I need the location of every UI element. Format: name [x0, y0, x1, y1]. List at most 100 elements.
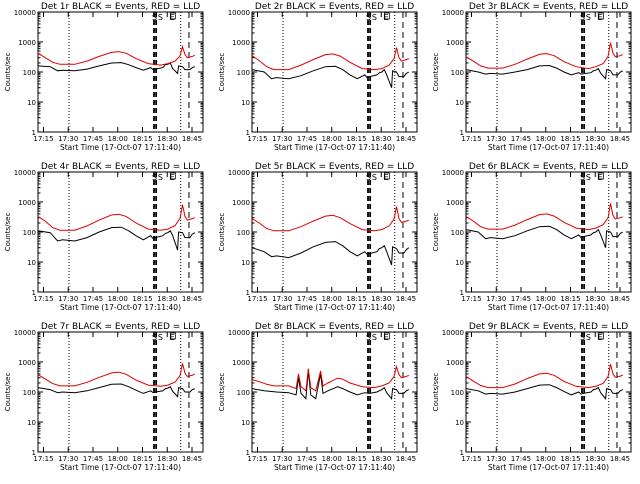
- panel-det-2: Det 2r BLACK = Events, RED = LLD 1 10 100 10…: [218, 2, 418, 152]
- x-tick-label: 17:45: [297, 455, 317, 463]
- event-marker-label: E: [384, 173, 389, 182]
- y-tick-label: 10000: [442, 169, 464, 177]
- series-events-line: [465, 64, 624, 80]
- y-tick-label: 10: [455, 259, 464, 267]
- panel-det-5: Det 5r BLACK = Events, RED = LLD 1 10 100 10…: [218, 162, 418, 312]
- y-tick-label: 10: [27, 419, 36, 427]
- event-marker-label: E: [598, 13, 603, 22]
- event-marker-label: E: [384, 13, 389, 22]
- event-marker-box: [169, 332, 176, 340]
- y-tick-label: 1000: [18, 39, 36, 47]
- x-tick-label: 18:15: [346, 455, 366, 463]
- panel-title: Det 1r BLACK = Events, RED = LLD: [41, 2, 200, 12]
- x-tick-label: 17:30: [58, 455, 78, 463]
- y-tick-label: 1: [246, 129, 250, 137]
- panel-title: Det 6r BLACK = Events, RED = LLD: [469, 162, 628, 172]
- x-tick-label: 18:00: [108, 295, 128, 303]
- x-tick-label: 18:45: [182, 455, 202, 463]
- event-marker-label: S: [586, 333, 591, 342]
- x-tick-label: 18:45: [610, 295, 630, 303]
- series-lld-line: [251, 47, 409, 71]
- event-marker-label: S: [586, 173, 591, 182]
- x-tick-label: 18:15: [560, 295, 580, 303]
- y-tick-label: 1000: [232, 199, 250, 207]
- panel-title: Det 4r BLACK = Events, RED = LLD: [41, 162, 200, 172]
- event-marker-box: [383, 12, 390, 20]
- event-marker-box: [169, 12, 176, 20]
- series-lld-line: [251, 206, 409, 232]
- event-marker-label: S: [372, 333, 377, 342]
- series-lld-line: [465, 363, 624, 389]
- y-tick-label: 10000: [14, 9, 36, 17]
- x-tick-label: 17:15: [247, 135, 267, 143]
- series-lld-line: [251, 364, 410, 392]
- x-tick-label: 17:45: [83, 135, 103, 143]
- x-axis-label: Start Time (17-Oct-07 17:11:40): [488, 463, 609, 472]
- x-tick-label: 17:15: [33, 135, 53, 143]
- x-tick-label: 17:15: [461, 135, 481, 143]
- y-axis-label: Counts/sec: [4, 213, 12, 252]
- series-lld-line: [37, 204, 195, 231]
- event-marker-box: [597, 332, 604, 340]
- y-tick-label: 100: [23, 229, 36, 237]
- x-tick-label: 18:15: [560, 135, 580, 143]
- event-marker-label: S: [158, 333, 163, 342]
- event-marker-box: [383, 172, 390, 180]
- series-events-line: [37, 383, 195, 398]
- y-tick-label: 1000: [18, 199, 36, 207]
- y-tick-label: 1: [246, 289, 250, 297]
- x-tick-label: 18:30: [157, 455, 177, 463]
- y-axis-label: Counts/sec: [432, 373, 440, 412]
- x-tick-label: 18:15: [560, 455, 580, 463]
- x-axis-label: Start Time (17-Oct-07 17:11:40): [274, 303, 395, 312]
- x-tick-label: 17:15: [461, 455, 481, 463]
- x-tick-label: 17:30: [272, 295, 292, 303]
- x-tick-label: 17:45: [83, 455, 103, 463]
- y-tick-label: 100: [237, 389, 250, 397]
- x-tick-label: 18:45: [610, 135, 630, 143]
- y-tick-label: 10: [241, 259, 250, 267]
- y-tick-label: 1: [32, 289, 36, 297]
- x-tick-label: 18:45: [610, 455, 630, 463]
- x-tick-label: 18:45: [396, 295, 416, 303]
- y-tick-label: 100: [237, 69, 250, 77]
- x-tick-label: 18:00: [536, 135, 556, 143]
- y-axis-label: Counts/sec: [218, 213, 226, 252]
- x-tick-label: 18:00: [322, 455, 342, 463]
- x-axis-label: Start Time (17-Oct-07 17:11:40): [60, 463, 181, 472]
- event-marker-label: S: [152, 333, 157, 342]
- x-tick-label: 17:45: [511, 295, 531, 303]
- y-tick-label: 1: [460, 129, 464, 137]
- event-marker-box: [597, 172, 604, 180]
- x-tick-label: 17:30: [486, 295, 506, 303]
- y-axis-label: Counts/sec: [218, 373, 226, 412]
- y-tick-label: 10000: [228, 9, 250, 17]
- panel-det-6: Det 6r BLACK = Events, RED = LLD 1 10 100 10…: [432, 162, 632, 312]
- y-tick-label: 100: [451, 69, 464, 77]
- x-tick-label: 17:30: [272, 135, 292, 143]
- y-tick-label: 10: [27, 259, 36, 267]
- x-tick-label: 18:45: [396, 455, 416, 463]
- x-axis-label: Start Time (17-Oct-07 17:11:40): [488, 303, 609, 312]
- y-tick-label: 1: [460, 449, 464, 457]
- y-tick-label: 10000: [14, 169, 36, 177]
- y-tick-label: 100: [451, 229, 464, 237]
- y-tick-label: 10000: [14, 329, 36, 337]
- series-events-line: [251, 241, 410, 266]
- event-marker-box: [597, 12, 604, 20]
- panel-det-3: Det 3r BLACK = Events, RED = LLD 1 10 100 10…: [432, 2, 632, 152]
- event-marker-label: S: [152, 13, 157, 22]
- y-tick-label: 1000: [446, 199, 464, 207]
- y-tick-label: 1000: [446, 39, 464, 47]
- series-events-line: [251, 65, 410, 88]
- y-axis-label: Counts/sec: [4, 373, 12, 412]
- panel-title: Det 9r BLACK = Events, RED = LLD: [469, 322, 628, 332]
- x-tick-label: 17:45: [83, 295, 103, 303]
- plot-frame: [251, 171, 418, 293]
- event-marker-label: S: [152, 173, 157, 182]
- series-lld-line: [37, 363, 196, 387]
- y-tick-label: 100: [23, 69, 36, 77]
- y-axis-label: Counts/sec: [4, 53, 12, 92]
